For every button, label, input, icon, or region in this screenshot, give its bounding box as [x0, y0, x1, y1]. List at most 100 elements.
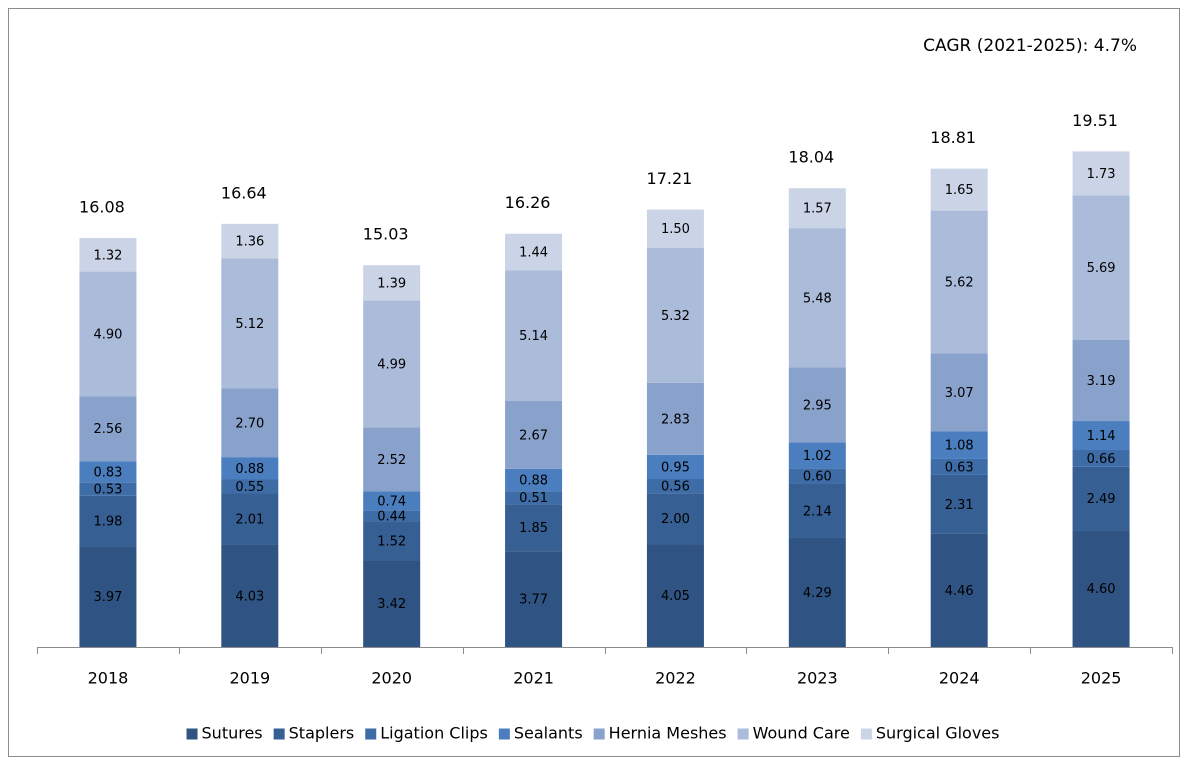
value-label: 0.53: [93, 483, 122, 498]
legend-label: Staplers: [289, 724, 355, 743]
bar-segment: [221, 479, 279, 494]
value-label: 0.95: [661, 460, 690, 475]
x-tick-label: 2023: [797, 669, 838, 688]
legend-label: Hernia Meshes: [609, 724, 727, 743]
bar-segment: [505, 491, 563, 505]
legend-label: Surgical Gloves: [876, 724, 1000, 743]
legend-swatch: [365, 728, 377, 740]
value-label: 1.08: [945, 439, 974, 454]
total-label: 16.08: [79, 198, 125, 217]
value-label: 2.49: [1087, 492, 1116, 507]
bar-segment: [363, 265, 421, 301]
value-label: 5.48: [803, 291, 832, 306]
value-label: 3.97: [93, 590, 122, 605]
bar-segment: [646, 247, 704, 383]
bar-segment: [79, 546, 137, 647]
value-label: 1.57: [803, 202, 832, 217]
value-label: 0.74: [377, 494, 406, 509]
legend-swatch: [273, 728, 285, 740]
x-tick-label: 2024: [939, 669, 980, 688]
bar-segment: [788, 537, 846, 647]
bar-segment: [646, 209, 704, 248]
bar-segment: [363, 427, 421, 492]
value-label: 0.66: [1087, 452, 1116, 467]
value-label: 4.05: [661, 589, 690, 604]
value-label: 1.44: [519, 246, 548, 261]
bar-segment: [79, 238, 137, 272]
value-label: 5.32: [661, 309, 690, 324]
value-label: 3.42: [377, 597, 406, 612]
bar-segment: [79, 271, 137, 397]
bar-segment: [363, 510, 421, 522]
bar-segment: [788, 468, 846, 484]
legend-swatch: [737, 728, 749, 740]
total-label: 17.21: [647, 169, 693, 188]
x-tick-label: 2018: [88, 669, 129, 688]
value-label: 1.32: [93, 248, 122, 263]
value-label: 0.63: [945, 460, 974, 475]
bar-segment: [788, 483, 846, 538]
value-label: 4.60: [1087, 582, 1116, 597]
value-label: 4.29: [803, 586, 832, 601]
value-label: 0.60: [803, 469, 832, 484]
bar-segment: [646, 454, 704, 479]
bar-segment: [1072, 195, 1130, 340]
value-label: 4.90: [93, 327, 122, 342]
value-label: 1.39: [377, 276, 406, 291]
bar-segment: [505, 504, 563, 552]
value-label: 2.52: [377, 453, 406, 468]
bar-segment: [221, 457, 279, 480]
value-label: 5.69: [1087, 261, 1116, 276]
value-label: 2.70: [235, 416, 264, 431]
total-label: 18.04: [788, 148, 834, 167]
bar-segment: [363, 560, 421, 647]
x-tick-label: 2021: [513, 669, 554, 688]
legend-swatch: [860, 728, 872, 740]
total-label: 19.51: [1072, 111, 1118, 130]
bar-segment: [930, 353, 988, 432]
bar-segment: [79, 461, 137, 483]
value-label: 1.52: [377, 534, 406, 549]
bar-segment: [930, 431, 988, 459]
bar-segment: [788, 188, 846, 229]
legend-label: Wound Care: [753, 724, 850, 743]
bar-segment: [79, 396, 137, 462]
x-tick-label: 2019: [229, 669, 270, 688]
value-label: 5.14: [519, 329, 548, 344]
value-label: 5.12: [235, 317, 264, 332]
bar-segment: [930, 168, 988, 211]
bar-segment: [1072, 151, 1130, 196]
value-label: 3.19: [1087, 374, 1116, 389]
value-label: 0.51: [519, 491, 548, 506]
bar-segment: [221, 493, 279, 545]
bar-segment: [1072, 421, 1130, 451]
total-label: 15.03: [363, 225, 409, 244]
x-tick-label: 2025: [1081, 669, 1122, 688]
bar-segment: [788, 367, 846, 443]
value-label: 0.44: [377, 509, 406, 524]
bar-segment: [363, 491, 421, 511]
value-label: 4.99: [377, 357, 406, 372]
bar-segment: [788, 442, 846, 469]
bar-segment: [505, 551, 563, 647]
value-label: 2.14: [803, 504, 832, 519]
value-label: 0.56: [661, 480, 690, 495]
legend-item: Sutures: [186, 724, 263, 743]
bar-segment: [363, 521, 421, 561]
bar-segment: [505, 468, 563, 492]
value-label: 1.65: [945, 183, 974, 198]
value-label: 3.07: [945, 386, 974, 401]
bar-segment: [221, 258, 279, 389]
value-label: 4.03: [235, 589, 264, 604]
x-tick-label: 2020: [371, 669, 412, 688]
bar-segment: [788, 228, 846, 368]
value-label: 1.36: [235, 235, 264, 250]
legend-item: Staplers: [273, 724, 355, 743]
total-label: 16.26: [505, 193, 551, 212]
value-label: 1.50: [661, 222, 690, 237]
bar-segment: [505, 400, 563, 469]
bar-segment: [930, 533, 988, 647]
legend-item: Hernia Meshes: [593, 724, 727, 743]
value-label: 0.83: [93, 465, 122, 480]
